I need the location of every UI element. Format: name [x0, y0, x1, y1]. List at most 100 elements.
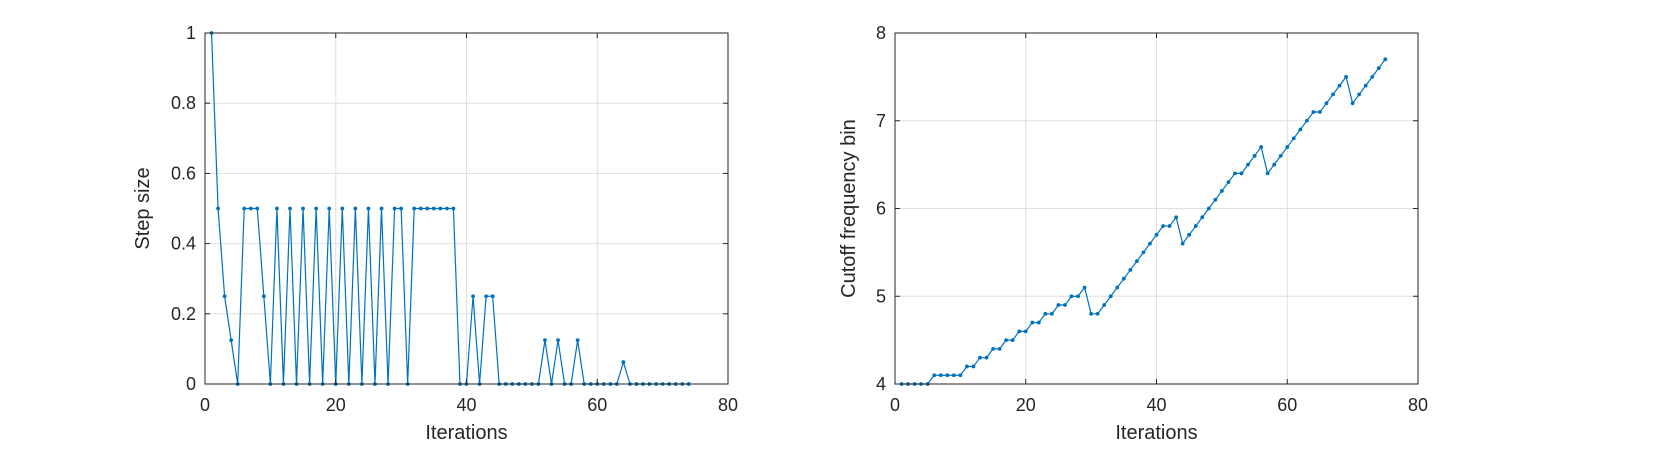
data-point	[392, 206, 397, 211]
data-point	[222, 294, 227, 299]
data-point	[1076, 294, 1080, 299]
data-point	[1030, 320, 1035, 325]
data-point	[1056, 303, 1061, 307]
data-point	[444, 206, 449, 211]
data-point	[1174, 215, 1179, 220]
data-point	[1102, 303, 1107, 307]
data-point	[275, 206, 279, 211]
x-tick-label: 80	[1408, 395, 1428, 415]
data-point	[1246, 162, 1250, 167]
data-point	[1148, 241, 1152, 246]
data-point	[1063, 303, 1067, 307]
x-tick-label: 20	[326, 395, 346, 415]
data-point	[1278, 153, 1283, 158]
data-point	[1115, 285, 1120, 290]
data-point	[1128, 268, 1133, 272]
y-tick-label: 8	[876, 23, 886, 43]
data-point	[932, 373, 937, 378]
y-axis-label: Cutoff frequency bin	[838, 119, 860, 298]
data-point	[1043, 311, 1048, 316]
y-tick-label: 5	[876, 286, 886, 306]
x-tick-label: 40	[456, 395, 476, 415]
y-tick-label: 0	[186, 374, 196, 394]
data-point	[1226, 180, 1231, 185]
data-point	[1383, 57, 1388, 62]
data-point	[353, 206, 358, 211]
data-point	[327, 206, 332, 211]
data-point	[958, 373, 963, 378]
data-point	[971, 364, 976, 369]
data-point	[1370, 74, 1375, 79]
data-point	[301, 206, 305, 211]
data-point	[575, 338, 580, 343]
data-point	[229, 338, 234, 343]
y-tick-label: 6	[876, 199, 886, 219]
data-point	[399, 206, 404, 211]
chart-cutoff-frequency-bin: 0 20 40 60 80 4 5 6 7 8 Iterations Cutoff frequency…	[838, 23, 1428, 444]
data-point	[1219, 189, 1224, 193]
data-point	[1357, 92, 1362, 97]
data-point	[1376, 66, 1381, 70]
data-point	[1337, 83, 1342, 88]
data-point	[1082, 285, 1087, 290]
data-point	[978, 355, 982, 360]
x-axis-label: Iterations	[1115, 422, 1197, 444]
data-point	[431, 206, 436, 211]
x-tick-label: 60	[587, 395, 607, 415]
data-point	[1036, 320, 1041, 325]
data-point	[1324, 101, 1329, 106]
chart-step-size: 0 20 40 60 80 0 0.2 0.4 0.6 0.8 1 Iterations Step si…	[132, 23, 738, 444]
y-tick-label: 7	[876, 111, 886, 131]
data-point	[1095, 311, 1100, 316]
data-point	[556, 338, 560, 343]
data-point	[484, 294, 489, 299]
data-point	[1213, 197, 1218, 202]
data-point	[997, 347, 1002, 351]
plot-area	[205, 33, 728, 384]
data-point	[1167, 224, 1172, 228]
data-point	[261, 294, 266, 299]
y-axis-label: Step size	[132, 167, 154, 249]
data-point	[288, 206, 292, 211]
data-point	[1291, 136, 1296, 141]
data-point	[1134, 259, 1139, 264]
data-point	[1311, 110, 1316, 114]
x-tick-label: 0	[200, 395, 210, 415]
data-point	[314, 206, 319, 211]
data-point	[1331, 92, 1335, 97]
data-point	[1004, 338, 1009, 343]
data-point	[1121, 276, 1126, 281]
data-point	[255, 206, 260, 211]
y-tick-label: 0.6	[171, 163, 196, 183]
data-point	[418, 206, 423, 211]
y-tick-label: 0.2	[171, 304, 196, 324]
data-point	[621, 360, 626, 364]
data-point	[1272, 162, 1277, 167]
y-tick-label: 1	[186, 23, 196, 43]
data-point	[1180, 241, 1185, 246]
data-point	[340, 206, 345, 211]
data-point	[1265, 171, 1270, 176]
data-point	[1161, 224, 1165, 228]
x-tick-label: 0	[890, 395, 900, 415]
data-point	[1233, 171, 1237, 176]
data-point	[1141, 250, 1146, 255]
data-point	[412, 206, 417, 211]
data-point	[1304, 118, 1309, 123]
data-point	[242, 206, 247, 211]
data-point	[366, 206, 371, 211]
data-point	[379, 206, 384, 211]
x-axis-label: Iterations	[425, 422, 507, 444]
data-point	[1259, 145, 1263, 149]
data-point	[1285, 145, 1290, 149]
data-point	[938, 373, 943, 378]
data-point	[1069, 294, 1074, 299]
x-tick-label: 20	[1016, 395, 1036, 415]
data-point	[1089, 311, 1094, 316]
data-point	[451, 206, 456, 211]
data-point	[471, 294, 475, 299]
data-point	[543, 338, 547, 343]
data-point	[490, 294, 495, 299]
data-point	[1344, 74, 1348, 79]
